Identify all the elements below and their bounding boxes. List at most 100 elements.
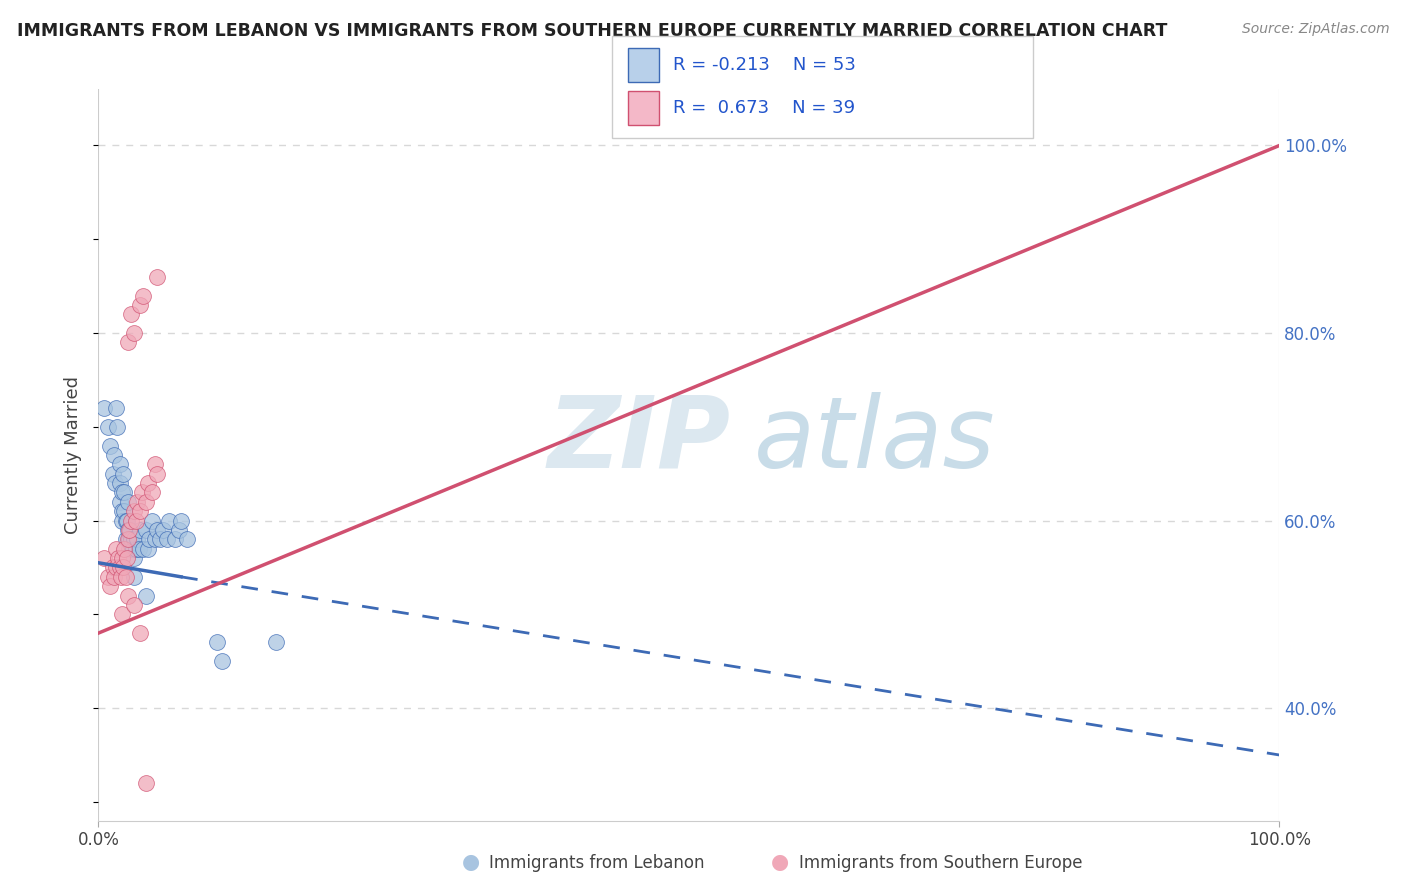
- Point: [128, 626, 150, 640]
- Point: [135, 523, 157, 537]
- Point: [112, 467, 135, 481]
- Text: R =  0.673    N = 39: R = 0.673 N = 39: [673, 99, 856, 117]
- Point: [131, 485, 153, 500]
- Point: [138, 533, 160, 547]
- Point: [115, 551, 138, 566]
- Point: [170, 514, 193, 528]
- Point: [121, 533, 143, 547]
- Point: [117, 523, 139, 537]
- Point: [101, 560, 124, 574]
- Point: [112, 504, 135, 518]
- Point: [141, 485, 163, 500]
- Point: [115, 514, 138, 528]
- Point: [107, 551, 129, 566]
- Point: [165, 533, 187, 547]
- Point: [111, 514, 134, 528]
- Point: [125, 541, 148, 556]
- Point: [105, 401, 128, 415]
- Point: [136, 476, 159, 491]
- Point: [121, 307, 143, 321]
- Point: [114, 570, 136, 584]
- Text: atlas: atlas: [754, 392, 995, 489]
- Point: [105, 560, 128, 574]
- Point: [205, 635, 228, 649]
- Point: [167, 523, 190, 537]
- Point: [108, 495, 131, 509]
- Point: [93, 551, 115, 566]
- Point: [121, 541, 143, 556]
- Point: [149, 533, 172, 547]
- Text: IMMIGRANTS FROM LEBANON VS IMMIGRANTS FROM SOUTHERN EUROPE CURRENTLY MARRIED COR: IMMIGRANTS FROM LEBANON VS IMMIGRANTS FR…: [17, 22, 1167, 40]
- Point: [157, 514, 180, 528]
- Point: [117, 589, 139, 603]
- Point: [111, 607, 134, 622]
- Point: [108, 476, 131, 491]
- Point: [112, 485, 135, 500]
- Point: [104, 476, 127, 491]
- Point: [118, 541, 141, 556]
- Text: ●: ●: [463, 853, 479, 872]
- Point: [122, 551, 145, 566]
- Point: [97, 570, 120, 584]
- Point: [128, 298, 150, 312]
- Point: [122, 598, 145, 612]
- Text: Immigrants from Southern Europe: Immigrants from Southern Europe: [799, 855, 1083, 872]
- Text: Source: ZipAtlas.com: Source: ZipAtlas.com: [1241, 22, 1389, 37]
- Point: [98, 438, 121, 452]
- Point: [110, 570, 132, 584]
- Point: [146, 467, 169, 481]
- Point: [135, 589, 157, 603]
- Point: [103, 570, 125, 584]
- Point: [114, 533, 136, 547]
- Point: [117, 533, 139, 547]
- Point: [120, 523, 142, 537]
- Point: [108, 458, 131, 472]
- Point: [132, 541, 155, 556]
- Point: [135, 776, 157, 790]
- Point: [136, 541, 159, 556]
- Point: [128, 541, 150, 556]
- Point: [122, 326, 145, 340]
- Text: ZIP: ZIP: [547, 392, 730, 489]
- Point: [152, 523, 174, 537]
- Point: [101, 467, 124, 481]
- Point: [122, 504, 145, 518]
- Point: [141, 514, 163, 528]
- Point: [118, 523, 141, 537]
- Point: [112, 541, 135, 556]
- Point: [112, 560, 135, 574]
- Point: [132, 288, 155, 302]
- Point: [93, 401, 115, 415]
- Point: [264, 635, 287, 649]
- Point: [98, 579, 121, 593]
- Point: [122, 570, 145, 584]
- Point: [156, 533, 179, 547]
- Point: [103, 448, 125, 462]
- Point: [125, 514, 148, 528]
- Point: [127, 533, 149, 547]
- Point: [117, 495, 139, 509]
- Point: [143, 458, 166, 472]
- Point: [117, 335, 139, 350]
- Point: [146, 269, 169, 284]
- Point: [176, 533, 198, 547]
- Point: [114, 514, 136, 528]
- Point: [118, 533, 141, 547]
- Text: ●: ●: [772, 853, 789, 872]
- Point: [97, 419, 120, 434]
- Point: [105, 419, 128, 434]
- Point: [111, 485, 134, 500]
- Point: [111, 551, 134, 566]
- Text: Immigrants from Lebanon: Immigrants from Lebanon: [489, 855, 704, 872]
- Y-axis label: Currently Married: Currently Married: [65, 376, 83, 534]
- Point: [127, 495, 149, 509]
- Point: [135, 495, 157, 509]
- Point: [146, 523, 169, 537]
- Point: [105, 541, 128, 556]
- Point: [128, 504, 150, 518]
- Point: [108, 560, 131, 574]
- Point: [121, 514, 143, 528]
- Point: [211, 654, 233, 668]
- Point: [122, 533, 145, 547]
- Point: [111, 504, 134, 518]
